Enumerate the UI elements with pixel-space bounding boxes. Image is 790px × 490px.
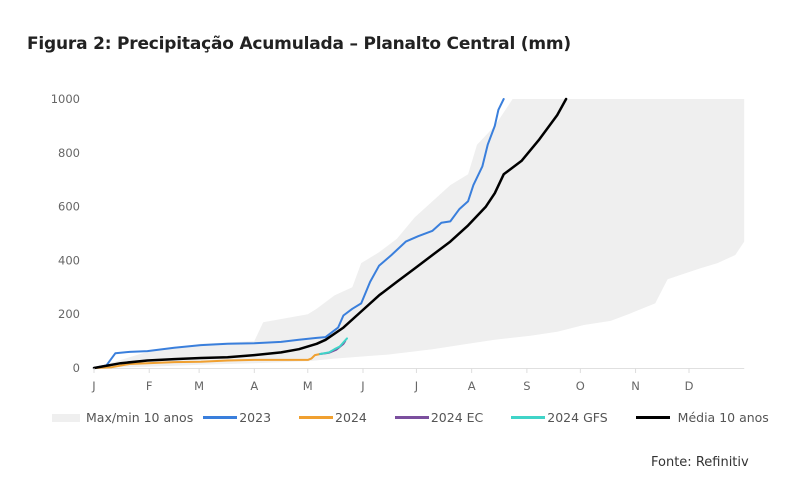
legend-label-band: Max/min 10 anos — [86, 410, 194, 425]
legend-swatch-2024-gfs — [511, 416, 546, 419]
x-tick-label: D — [685, 379, 694, 393]
legend-label-2024: 2024 — [335, 410, 367, 425]
legend-item-band: Max/min 10 anos — [52, 410, 193, 425]
legend-label-media: Média 10 anos — [677, 410, 769, 425]
x-tick-label: J — [91, 379, 95, 393]
x-tick-label: A — [250, 379, 258, 393]
y-tick-label: 400 — [58, 253, 80, 267]
legend-swatch-band — [52, 413, 80, 422]
legend-item-2023: 2023 — [203, 410, 271, 425]
y-tick-label: 0 — [73, 361, 80, 375]
x-tick-label: M — [303, 379, 313, 393]
legend-swatch-media — [635, 416, 670, 419]
legend-swatch-2024-ec — [394, 416, 429, 419]
x-tick-label: J — [360, 379, 364, 393]
legend-label-2023: 2023 — [239, 410, 272, 425]
max-min-band — [94, 99, 745, 368]
series-line-m-dia-10-anos — [92, 97, 568, 370]
series-line-2023 — [93, 98, 505, 369]
y-tick-label: 800 — [58, 146, 80, 160]
band-layer — [94, 99, 745, 368]
chart-title: Figura 2: Precipitação Acumulada – Plana… — [27, 34, 571, 54]
series-layer — [92, 97, 568, 370]
legend-label-2024-gfs: 2024 GFS — [547, 410, 608, 425]
legend-item-2024: 2024 — [299, 410, 367, 425]
x-tick-label: F — [146, 379, 153, 393]
x-tick-label: O — [576, 379, 585, 393]
series-line-2024 — [93, 353, 322, 369]
y-axis-ticks: 0 200 400 600 800 1000 — [51, 92, 80, 375]
legend: Max/min 10 anos 2023 2024 2024 EC 2024 G… — [52, 410, 779, 425]
y-tick-label: 200 — [58, 307, 80, 321]
source-note: Fonte: Refinitiv — [651, 455, 749, 470]
x-tick-label: N — [631, 379, 640, 393]
x-tick-label: A — [468, 379, 476, 393]
y-tick-label: 600 — [58, 200, 80, 214]
legend-swatch-2024 — [299, 416, 334, 419]
x-tick-label: J — [414, 379, 418, 393]
legend-swatch-2023 — [203, 416, 238, 419]
legend-item-2024-gfs: 2024 GFS — [511, 410, 608, 425]
legend-item-2024-ec: 2024 EC — [394, 410, 484, 425]
x-tick-label: S — [523, 379, 530, 393]
y-tick-label: 1000 — [51, 92, 80, 106]
series-line-2024-gfs — [319, 337, 348, 355]
legend-label-2024-ec: 2024 EC — [430, 410, 484, 425]
x-tick-label: M — [194, 379, 204, 393]
legend-item-media: Média 10 anos — [635, 410, 769, 425]
